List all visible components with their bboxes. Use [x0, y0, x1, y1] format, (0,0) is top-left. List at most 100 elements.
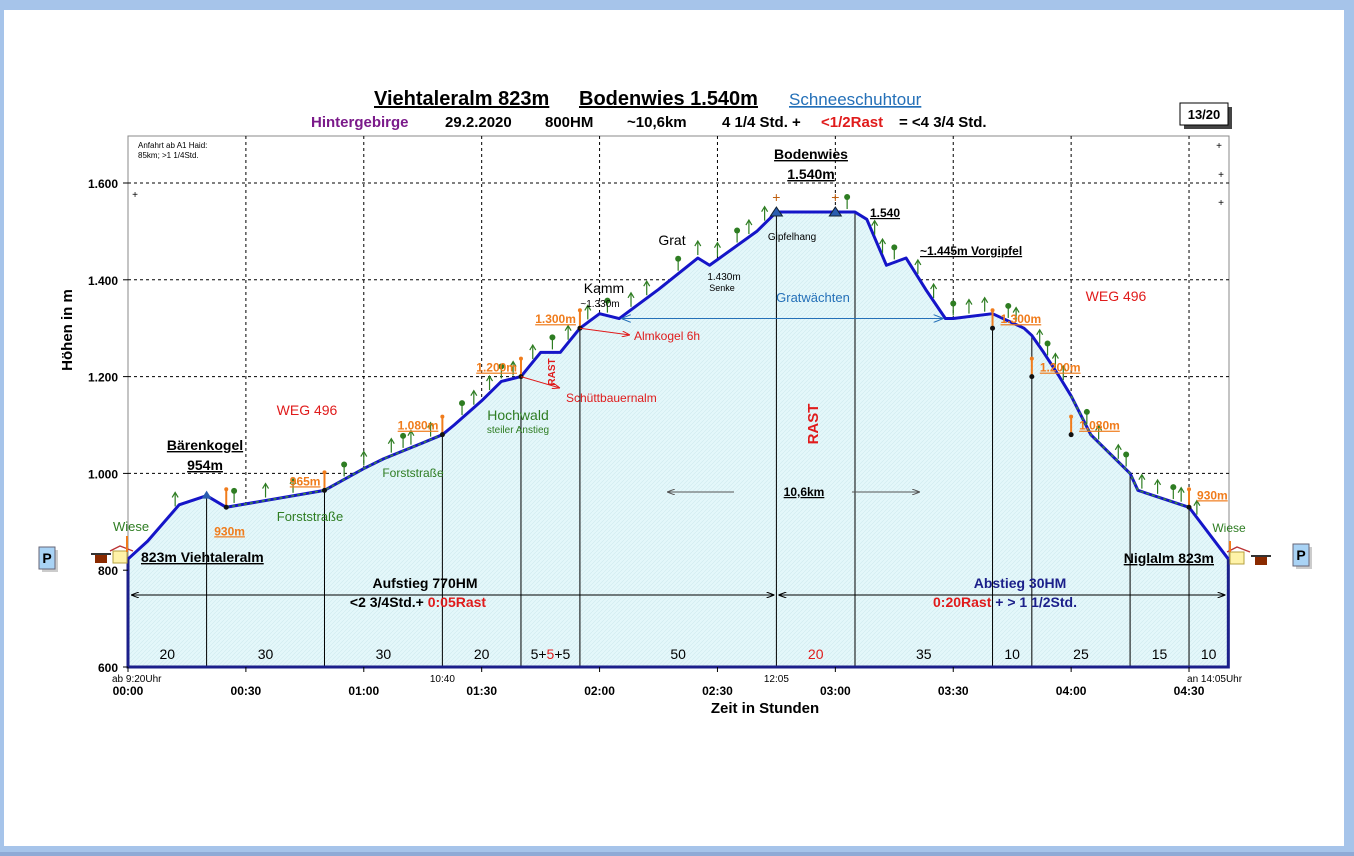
segment-duration-label: 10 [1004, 646, 1020, 662]
total-label: = <4 3/4 Std. [899, 114, 987, 131]
tree-icon [694, 239, 702, 247]
tree-icon [459, 400, 466, 407]
anfahrt-line-1: Anfahrt ab A1 Haid: [138, 141, 207, 150]
tree-icon [529, 343, 537, 351]
hut-icon [112, 550, 128, 564]
parking-label: P [1296, 547, 1305, 563]
forststrasse-label-1: Forststraße [277, 509, 343, 524]
y-tick-label: 1.000 [88, 467, 118, 481]
x-tick-label: 04:30 [1174, 684, 1205, 698]
schuettbauernalm-arrow [520, 376, 560, 388]
hut-icon [1229, 551, 1245, 565]
grat-label: Grat [658, 232, 685, 248]
summit-label: Bodenwies [774, 146, 848, 162]
window-bottom-bar [0, 852, 1354, 856]
tree-icon [981, 296, 989, 303]
altitude-marker [1069, 414, 1074, 419]
x-tick-label: 04:00 [1056, 684, 1087, 698]
rest-label: <1/2Rast [821, 114, 883, 131]
time-annotation: ab 9:20Uhr [112, 674, 162, 685]
segment-duration-label: 20 [808, 646, 824, 662]
x-axis-label: Zeit in Stunden [711, 700, 819, 717]
anfahrt-line-2: 85km; >1 1/4Std. [138, 151, 199, 160]
tree-icon [1036, 328, 1044, 336]
descent-time-label: 0:20Rast + > 1 1/2Std. [933, 594, 1077, 610]
senke-label: Senke [709, 283, 735, 293]
tree-icon [1170, 484, 1177, 491]
tree-icon [1177, 486, 1185, 493]
waypoint-dot [1186, 504, 1192, 510]
plus-marker: + [1216, 141, 1222, 152]
time-annotation: an 14:05Uhr [1187, 674, 1243, 685]
waypoint-dot [1068, 432, 1074, 438]
tree-icon [604, 297, 611, 304]
almkogel-label: Almkogel 6h [634, 329, 700, 343]
segment-duration-label: 15 [1152, 646, 1168, 662]
tree-icon [1095, 424, 1103, 431]
tree-icon [675, 255, 682, 262]
weg-label-left: WEG 496 [277, 402, 338, 418]
waypoint-dot [439, 432, 445, 438]
plus-marker: + [1218, 170, 1224, 181]
tree-icon [262, 482, 270, 489]
tree-icon [360, 450, 368, 457]
segment-duration-label: 35 [916, 646, 932, 662]
profile-area [128, 212, 1229, 668]
x-tick-label: 03:30 [938, 684, 969, 698]
x-tick-label: 00:00 [113, 684, 144, 698]
altitude-marker [322, 470, 327, 475]
page-badge: 13/20 [1179, 102, 1232, 129]
altitude-label: 1.300m [535, 312, 576, 326]
schuettbauernalm-label: Schüttbauernalm [566, 391, 657, 405]
tree-icon [844, 194, 851, 201]
plot-area: 600 800 1.000 1.200 1.400 1.600 Höhen in m 00:0… [38, 135, 1312, 717]
segment-duration-label: 50 [670, 646, 686, 662]
parking-icon [1292, 543, 1310, 567]
summit-cross-icon: + [831, 189, 839, 205]
segment-duration-label: 20 [474, 646, 490, 662]
tree-icon [1114, 443, 1122, 451]
baerenkogel-elevation: 954m [187, 457, 223, 473]
tree-icon [1012, 306, 1020, 313]
parking-icon [38, 546, 56, 570]
tree-icon [1051, 352, 1059, 359]
date-label: 29.2.2020 [445, 114, 512, 131]
altitude-label: 1.300m [1001, 312, 1042, 326]
summit-elevation: 1.540m [787, 166, 834, 182]
segment-duration-label: 30 [376, 646, 392, 662]
tree-icon [643, 280, 651, 287]
kamm-label: Kamm [584, 280, 624, 296]
altitude-label: 1.200m [1040, 361, 1081, 375]
tree-icon [509, 360, 517, 367]
senke-elevation: 1.430m [707, 272, 740, 283]
vorgipfel-label: ~1.445m Vorgipfel [920, 244, 1022, 258]
weg-label-right: WEG 496 [1086, 288, 1147, 304]
title-link[interactable]: Schneeschuhtour [789, 90, 922, 109]
profile-base [126, 559, 1230, 669]
tree-icon [891, 244, 898, 251]
x-tick-label: 03:00 [820, 684, 851, 698]
wiese-label-left: Wiese [113, 519, 149, 534]
x-tick-label: 00:30 [231, 684, 262, 698]
altitude-label: 930m [214, 524, 245, 538]
kamm-elevation: ~1.330m [580, 299, 619, 310]
waypoint-dot [321, 487, 327, 493]
distance-label: 10,6km [784, 485, 825, 499]
tree-icon [1005, 302, 1012, 309]
ascent-label: Aufstieg 770HM [372, 575, 477, 591]
altitude-marker [990, 308, 995, 313]
altitude-marker [440, 414, 445, 419]
ascent-label: 800HM [545, 114, 593, 131]
tree-icon [486, 374, 494, 382]
steiler-anstieg-label: steiler Anstieg [487, 425, 549, 436]
tree-icon [498, 363, 505, 370]
tree-icon [1044, 340, 1051, 347]
y-tick-label: 1.400 [88, 274, 118, 288]
tree-icon [341, 461, 348, 468]
distance-label: ~10,6km [627, 114, 687, 131]
start-location-label: 823m Viehtaleralm [141, 549, 264, 565]
x-tick-label: 01:30 [466, 684, 497, 698]
altitude-marker [518, 356, 523, 361]
segment-duration-label: 30 [258, 646, 274, 662]
